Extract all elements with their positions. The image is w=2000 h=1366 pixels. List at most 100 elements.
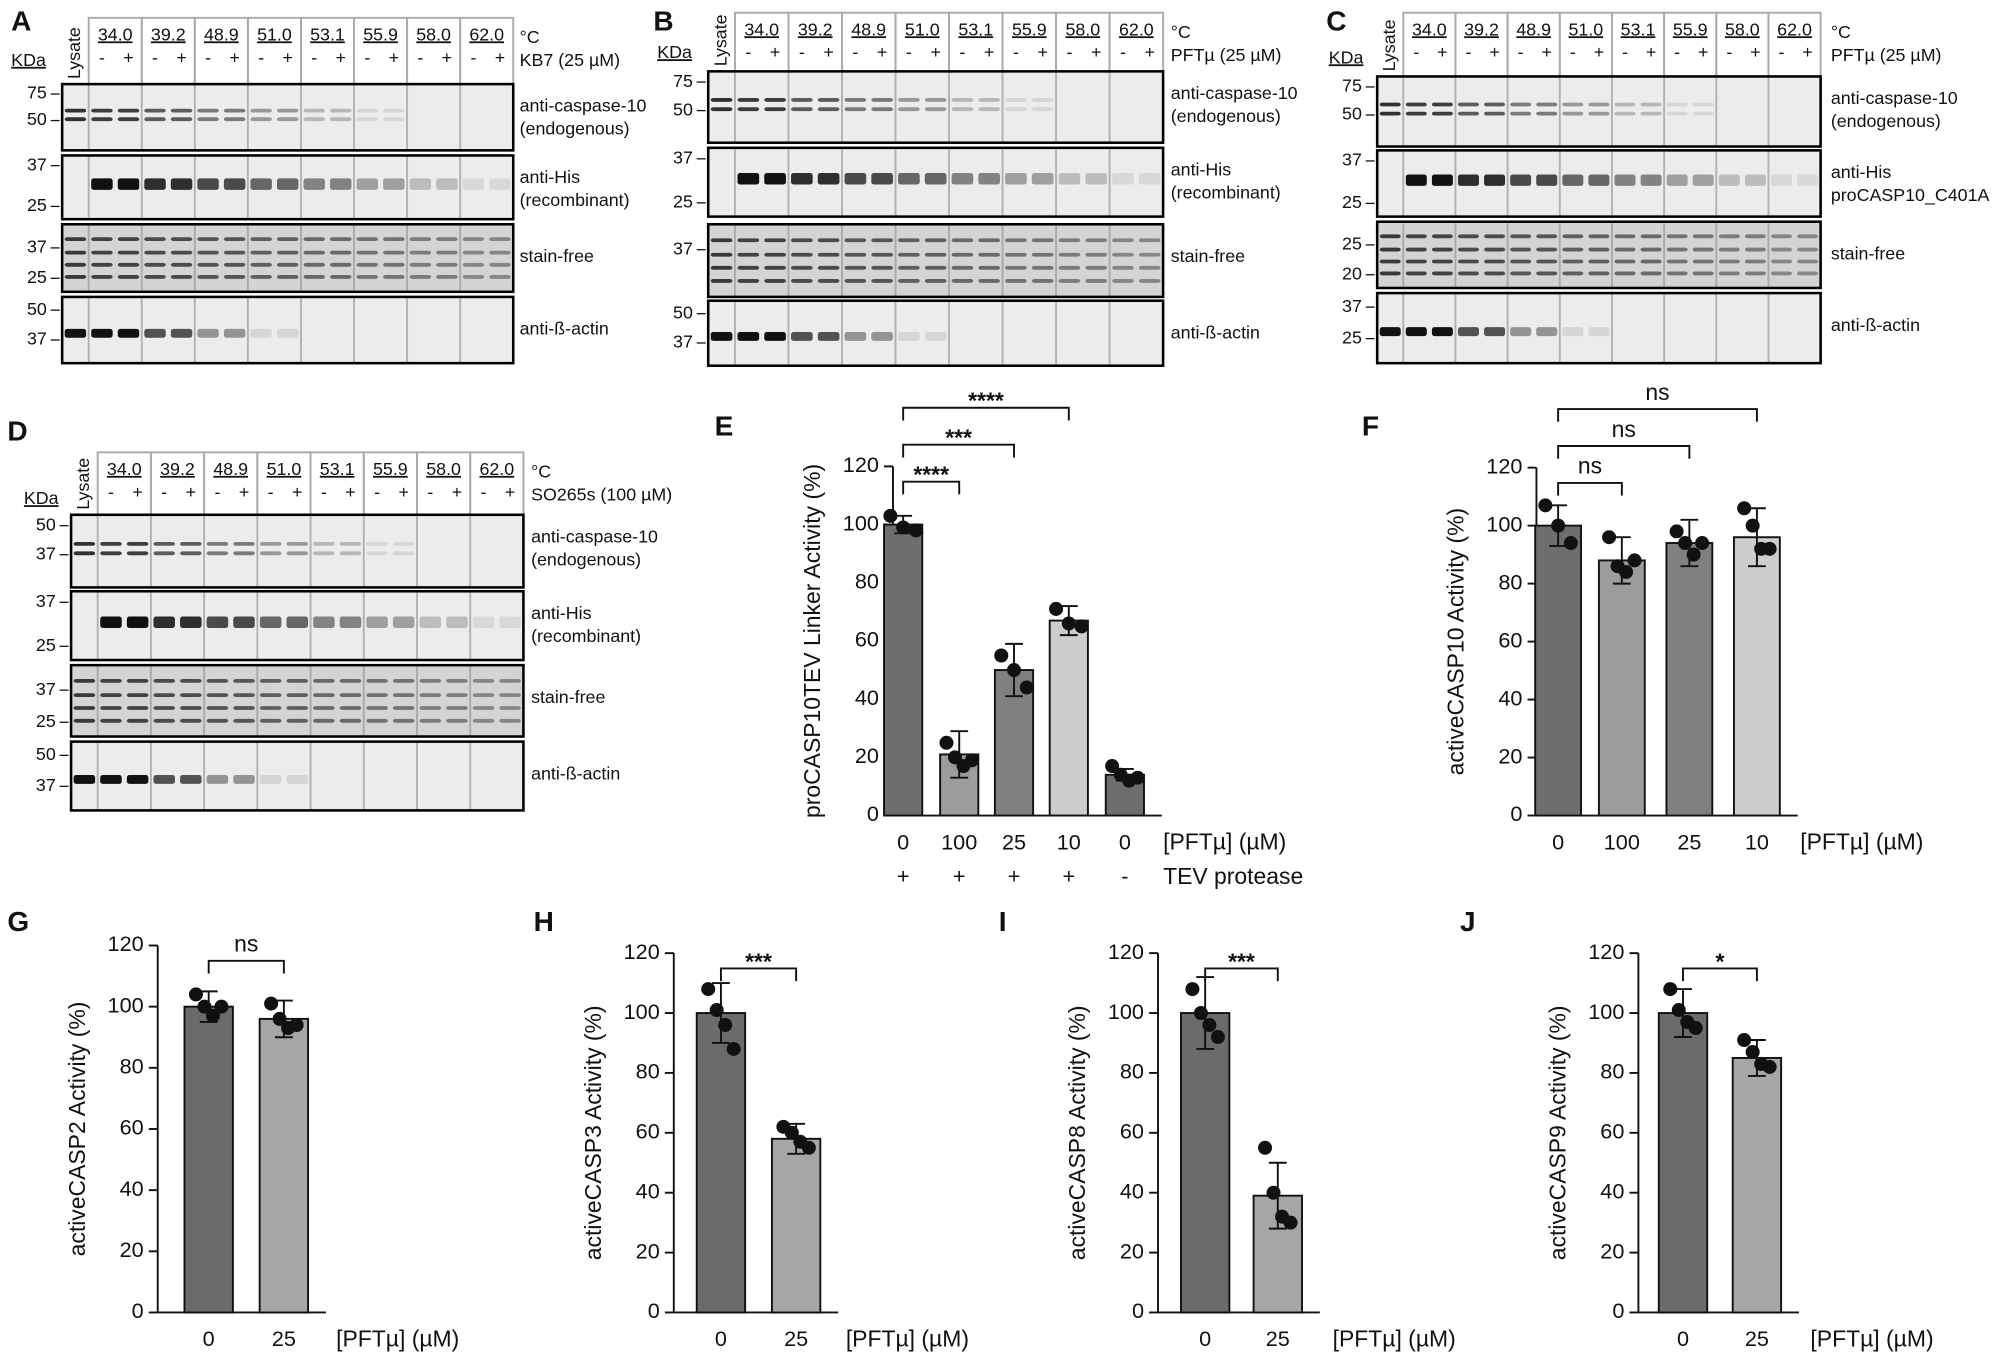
- blot-band: [844, 97, 867, 102]
- y-tick-label: 120: [843, 452, 879, 477]
- blot-band: [144, 108, 166, 113]
- blot-band: [1562, 247, 1584, 252]
- blot-band: [276, 328, 299, 338]
- treatment-sign: +: [984, 42, 994, 62]
- blot-band: [710, 332, 733, 341]
- treatment-label: KB7 (25 µM): [520, 50, 620, 70]
- blot-background: [1377, 221, 1821, 288]
- y-tick-label: 80: [855, 568, 879, 593]
- blot-frame: [1375, 75, 1822, 148]
- blot-band: [1405, 327, 1427, 337]
- blot-band: [1484, 259, 1506, 264]
- blot-band: [1692, 102, 1714, 107]
- blot-band: [1692, 234, 1714, 239]
- blot-band: [144, 117, 166, 122]
- blot-band: [180, 678, 202, 683]
- data-point: [1551, 518, 1566, 533]
- blot-band: [73, 541, 96, 546]
- blot-frame: [1375, 220, 1822, 290]
- blot-band: [898, 97, 920, 102]
- blot-band: [153, 551, 175, 556]
- blot-band: [1692, 174, 1714, 186]
- panel-letter: I: [999, 906, 1007, 937]
- x-axis-label: [PFTµ] (µM): [1800, 829, 1923, 855]
- blot-band: [180, 693, 202, 698]
- blot-band: [330, 275, 352, 279]
- treatment-sign: -: [161, 482, 167, 502]
- blot-band: [259, 775, 282, 784]
- y-tick-label: 60: [1498, 627, 1522, 652]
- blot-band: [1457, 234, 1479, 239]
- treatment-sign: -: [99, 47, 105, 67]
- blot-band: [419, 693, 442, 698]
- blot-band: [1379, 111, 1401, 116]
- blot-band: [978, 252, 1000, 257]
- blot-band: [250, 328, 272, 338]
- blot-band: [1692, 247, 1714, 252]
- temp-label: 55.9: [363, 24, 398, 44]
- y-tick-label: 60: [1600, 1119, 1624, 1144]
- blot-band: [73, 678, 96, 683]
- blot-band: [64, 117, 87, 122]
- blot-band: [1666, 174, 1688, 186]
- treatment-sign: +: [123, 47, 133, 67]
- blot-band: [1640, 174, 1662, 186]
- blot-band: [1718, 174, 1740, 186]
- y-tick-label: 20: [1120, 1238, 1144, 1263]
- blot-background: [62, 84, 514, 151]
- data-point: [1266, 1185, 1281, 1200]
- temp-label: 53.1: [320, 459, 355, 479]
- blot-band: [1797, 174, 1819, 186]
- blot-background: [708, 71, 1164, 143]
- significance-label: ***: [1228, 948, 1255, 974]
- blot-band: [339, 718, 362, 723]
- blot-band: [73, 693, 96, 698]
- significance-label: ns: [1645, 379, 1669, 405]
- treatment-sign: +: [1091, 42, 1101, 62]
- data-point: [1745, 1044, 1760, 1059]
- blot-band: [924, 173, 947, 185]
- treatment-sign: -: [745, 42, 751, 62]
- blot-band: [1431, 327, 1453, 337]
- row-label: anti-caspase-10: [1171, 83, 1298, 103]
- data-point: [1663, 982, 1678, 997]
- blot-band: [126, 551, 149, 556]
- blot-band: [1085, 173, 1108, 185]
- blot-band: [250, 237, 272, 242]
- blot-band: [356, 275, 379, 279]
- blot-band: [1138, 252, 1161, 257]
- x-tick-label: 10: [1745, 829, 1769, 854]
- treatment-sign: -: [1013, 42, 1019, 62]
- x-tick-label-2: +: [1062, 864, 1075, 889]
- blot-band: [1614, 247, 1636, 252]
- kda-marker: 75: [673, 71, 693, 91]
- blot-band: [871, 97, 893, 102]
- blot-band: [1431, 102, 1453, 107]
- blot-band: [1692, 259, 1714, 264]
- x-tick-label-2: +: [953, 864, 966, 889]
- blot-band: [313, 706, 335, 710]
- kda-marker: 25: [27, 267, 47, 287]
- row-label: anti-ß-actin: [1171, 323, 1260, 343]
- panel-letter: H: [534, 906, 554, 937]
- blot-band: [1770, 259, 1792, 264]
- blot-band: [472, 616, 495, 628]
- blot-band: [303, 275, 325, 279]
- significance-label: *: [1715, 948, 1724, 974]
- blot-band: [978, 265, 1000, 270]
- blot-band: [153, 693, 175, 698]
- temp-label: 58.0: [1725, 19, 1760, 39]
- blot-band: [898, 265, 920, 270]
- blot-band: [223, 178, 246, 190]
- kda-label: KDa: [657, 42, 692, 62]
- panel-letter: A: [11, 5, 31, 36]
- blot-band: [791, 238, 813, 243]
- blot-band: [436, 178, 458, 190]
- kda-marker: 25: [1342, 234, 1362, 254]
- kda-marker: 50: [673, 99, 693, 119]
- blot-band: [1484, 174, 1506, 186]
- blot-band: [951, 279, 974, 283]
- blot-band: [153, 718, 175, 723]
- kda-marker: 25: [673, 192, 693, 212]
- blot-band: [446, 616, 468, 628]
